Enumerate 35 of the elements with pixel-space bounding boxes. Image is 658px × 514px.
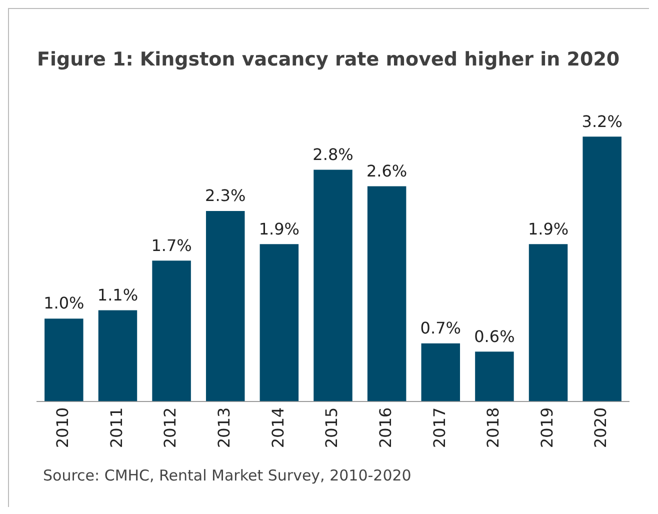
x-tick-label: 2017	[430, 407, 449, 448]
bar	[44, 318, 84, 402]
x-tick-label: 2010	[53, 407, 72, 448]
data-label: 1.9%	[528, 219, 569, 238]
x-tick-label: 2018	[484, 407, 503, 448]
data-label: 1.1%	[97, 285, 138, 304]
x-tick-label: 2020	[591, 407, 610, 448]
x-tick-label: 2013	[214, 407, 234, 448]
x-tick-label: 2015	[322, 407, 342, 448]
data-label: 1.9%	[258, 219, 300, 238]
data-label: 2.8%	[312, 144, 354, 164]
chart-title: Figure 1: Kingston vacancy rate moved higher in 2020	[37, 48, 620, 70]
data-label: 3.2%	[582, 112, 622, 131]
x-tick-label: 2012	[160, 407, 180, 448]
bar	[98, 310, 138, 402]
data-label: 0.7%	[420, 318, 461, 338]
bar	[475, 352, 514, 402]
x-tick-label: 2014	[268, 407, 288, 448]
source-note: Source: CMHC, Rental Market Survey, 2010-2020	[43, 466, 412, 484]
bar	[260, 244, 299, 402]
x-tick-label: 2011	[106, 407, 126, 448]
data-label: 1.0%	[44, 294, 84, 313]
bar	[528, 244, 568, 402]
x-tick-label: 2019	[537, 407, 556, 448]
bar	[421, 343, 460, 402]
bar	[314, 170, 352, 402]
data-label: 2.3%	[205, 186, 246, 206]
bar	[152, 260, 191, 402]
bar	[206, 211, 245, 402]
data-label: 2.6%	[366, 161, 408, 180]
bar	[582, 136, 622, 402]
x-tick-label: 2016	[376, 407, 395, 448]
data-label: 0.6%	[474, 326, 515, 346]
data-label: 1.7%	[151, 236, 192, 255]
bar	[367, 186, 406, 402]
